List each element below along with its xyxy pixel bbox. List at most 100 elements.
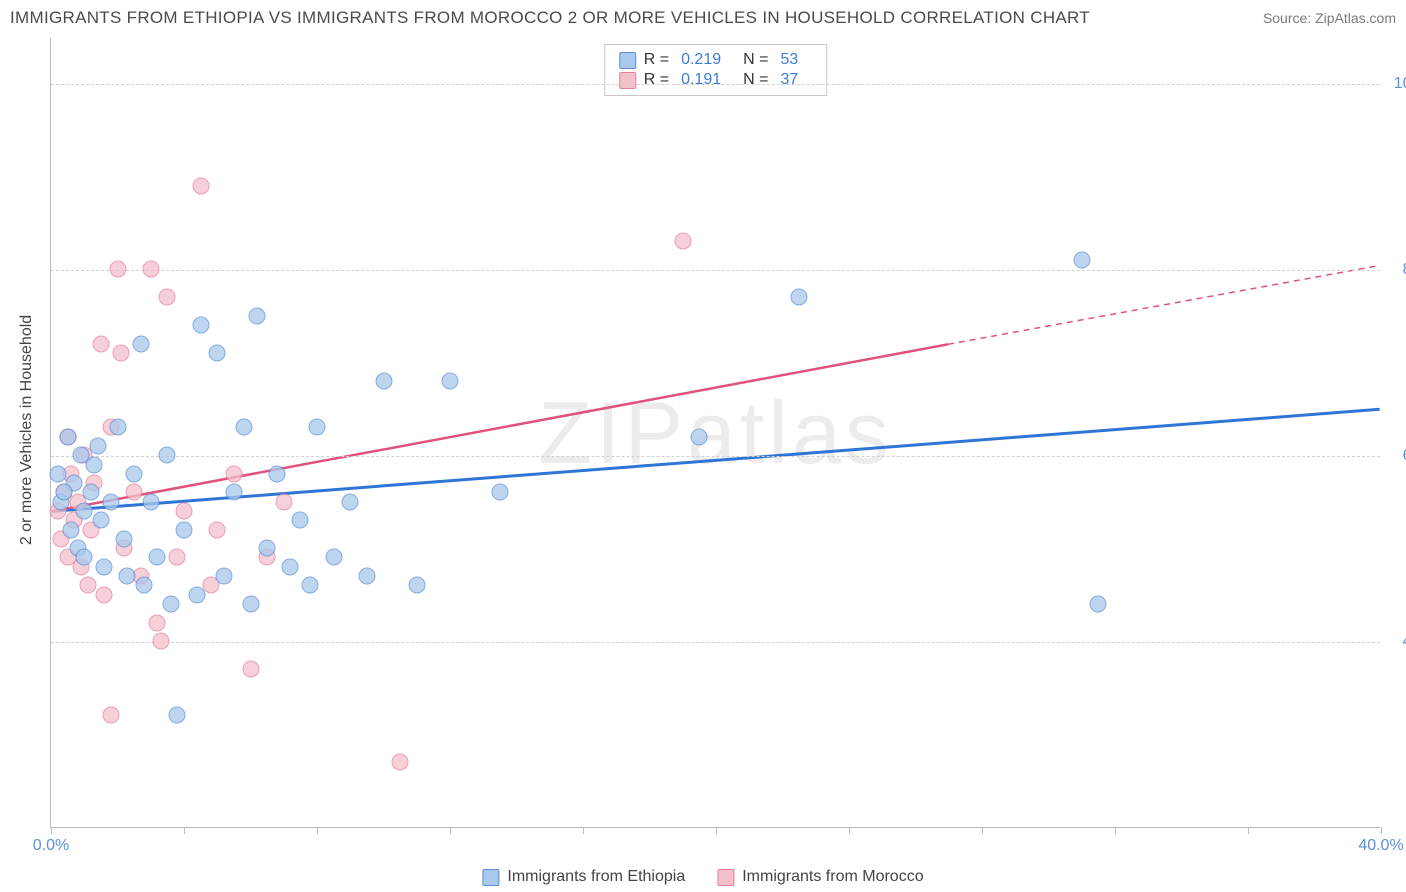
scatter-point-ethiopia — [162, 595, 179, 612]
scatter-point-ethiopia — [408, 577, 425, 594]
x-tick — [849, 827, 850, 834]
grid-line — [51, 456, 1380, 457]
legend-item-ethiopia: Immigrants from Ethiopia — [482, 868, 685, 886]
x-tick-label: 0.0% — [33, 837, 69, 855]
scatter-point-morocco — [126, 484, 143, 501]
scatter-point-ethiopia — [132, 335, 149, 352]
scatter-point-ethiopia — [116, 530, 133, 547]
scatter-point-ethiopia — [309, 419, 326, 436]
scatter-point-ethiopia — [82, 484, 99, 501]
legend-r-label: R = — [644, 71, 669, 89]
legend-n-value: 37 — [780, 71, 798, 89]
legend-r-value: 0.191 — [681, 71, 721, 89]
scatter-point-ethiopia — [86, 456, 103, 473]
scatter-point-ethiopia — [169, 707, 186, 724]
legend-r-value: 0.219 — [681, 51, 721, 69]
scatter-point-morocco — [92, 335, 109, 352]
scatter-point-ethiopia — [691, 428, 708, 445]
scatter-point-ethiopia — [89, 437, 106, 454]
grid-line — [51, 84, 1380, 85]
scatter-point-ethiopia — [325, 549, 342, 566]
scatter-point-morocco — [112, 345, 129, 362]
scatter-point-morocco — [225, 465, 242, 482]
legend-n-value: 53 — [780, 51, 798, 69]
scatter-point-ethiopia — [225, 484, 242, 501]
scatter-point-ethiopia — [149, 549, 166, 566]
legend-n-label: N = — [743, 51, 768, 69]
scatter-point-morocco — [169, 549, 186, 566]
correlation-legend: R = 0.219 N = 53 R = 0.191 N = 37 — [604, 44, 828, 96]
scatter-point-morocco — [275, 493, 292, 510]
x-tick — [317, 827, 318, 834]
x-tick — [1381, 827, 1382, 834]
y-tick-label: 60.0% — [1388, 447, 1406, 465]
scatter-point-morocco — [392, 753, 409, 770]
legend-swatch — [482, 869, 499, 886]
scatter-point-ethiopia — [302, 577, 319, 594]
scatter-point-ethiopia — [96, 558, 113, 575]
scatter-point-ethiopia — [292, 512, 309, 529]
x-tick — [51, 827, 52, 834]
scatter-point-morocco — [96, 586, 113, 603]
scatter-point-ethiopia — [1073, 252, 1090, 269]
plot-area: ZIPatlas R =0.219N =53R =0.191N =37 40.0… — [50, 38, 1380, 828]
scatter-point-morocco — [192, 177, 209, 194]
x-tick — [716, 827, 717, 834]
scatter-point-ethiopia — [235, 419, 252, 436]
x-tick — [583, 827, 584, 834]
scatter-point-ethiopia — [1090, 595, 1107, 612]
y-tick-label: 100.0% — [1388, 75, 1406, 93]
scatter-point-ethiopia — [269, 465, 286, 482]
scatter-point-morocco — [102, 707, 119, 724]
legend-row-morocco: R = 0.191 N = 37 — [619, 70, 813, 90]
grid-line — [51, 270, 1380, 271]
grid-line — [51, 642, 1380, 643]
scatter-point-ethiopia — [375, 372, 392, 389]
legend-n-label: N = — [743, 71, 768, 89]
scatter-point-ethiopia — [189, 586, 206, 603]
x-tick — [1248, 827, 1249, 834]
scatter-point-morocco — [109, 261, 126, 278]
scatter-point-ethiopia — [242, 595, 259, 612]
scatter-point-ethiopia — [176, 521, 193, 538]
legend-label: Immigrants from Morocco — [742, 868, 923, 886]
scatter-point-ethiopia — [159, 447, 176, 464]
scatter-point-ethiopia — [142, 493, 159, 510]
chart-title: IMMIGRANTS FROM ETHIOPIA VS IMMIGRANTS F… — [10, 8, 1090, 28]
y-tick-label: 80.0% — [1388, 261, 1406, 279]
y-axis-title: 2 or more Vehicles in Household — [18, 315, 36, 545]
scatter-point-ethiopia — [192, 317, 209, 334]
x-tick-label: 40.0% — [1358, 837, 1403, 855]
y-tick-label: 40.0% — [1388, 633, 1406, 651]
x-tick — [184, 827, 185, 834]
scatter-point-ethiopia — [442, 372, 459, 389]
scatter-point-ethiopia — [56, 484, 73, 501]
scatter-point-ethiopia — [342, 493, 359, 510]
scatter-point-ethiopia — [209, 345, 226, 362]
scatter-point-ethiopia — [215, 568, 232, 585]
watermark: ZIPatlas — [538, 382, 893, 484]
scatter-point-morocco — [242, 661, 259, 678]
x-tick — [982, 827, 983, 834]
legend-row-ethiopia: R = 0.219 N = 53 — [619, 50, 813, 70]
scatter-point-ethiopia — [109, 419, 126, 436]
scatter-point-ethiopia — [136, 577, 153, 594]
legend-label: Immigrants from Ethiopia — [507, 868, 685, 886]
scatter-point-ethiopia — [791, 289, 808, 306]
scatter-point-ethiopia — [49, 465, 66, 482]
scatter-point-morocco — [176, 503, 193, 520]
scatter-point-ethiopia — [282, 558, 299, 575]
source-label: Source: ZipAtlas.com — [1263, 10, 1396, 26]
scatter-point-ethiopia — [76, 503, 93, 520]
scatter-point-morocco — [152, 633, 169, 650]
scatter-point-ethiopia — [76, 549, 93, 566]
scatter-point-ethiopia — [126, 465, 143, 482]
scatter-point-ethiopia — [259, 540, 276, 557]
scatter-point-ethiopia — [92, 512, 109, 529]
scatter-point-morocco — [209, 521, 226, 538]
scatter-point-ethiopia — [358, 568, 375, 585]
legend-swatch — [717, 869, 734, 886]
x-tick — [1115, 827, 1116, 834]
legend-r-label: R = — [644, 51, 669, 69]
scatter-point-morocco — [149, 614, 166, 631]
